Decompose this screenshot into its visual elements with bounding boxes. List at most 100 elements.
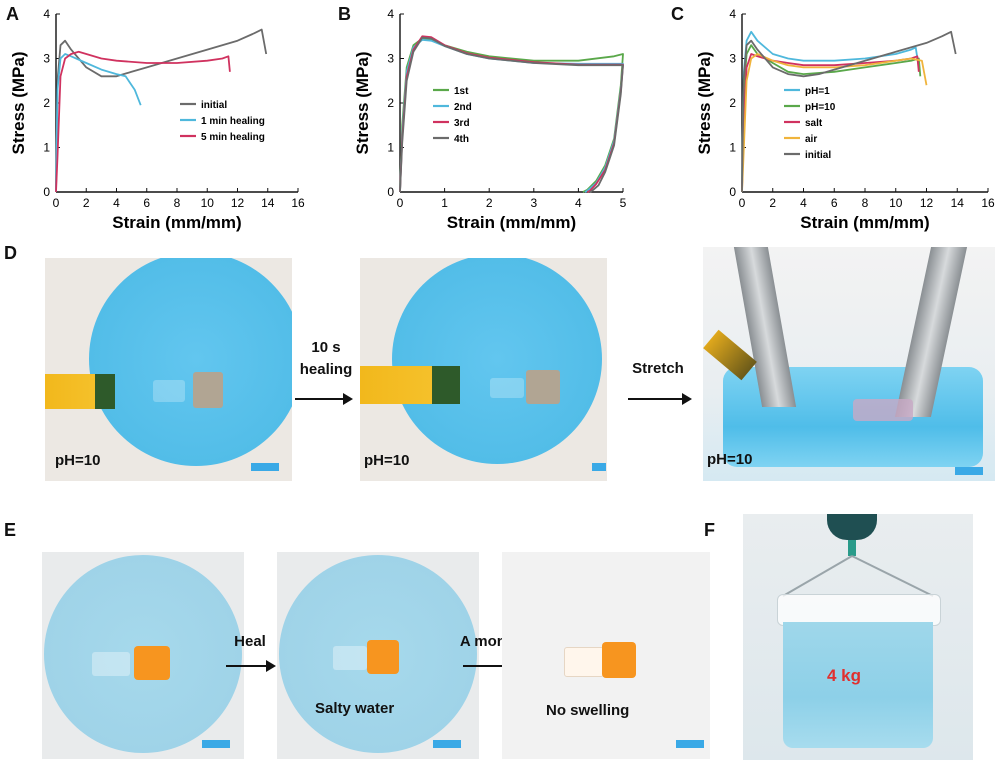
stretched-hydrogel xyxy=(853,399,913,421)
arrow-label-stretch: Stretch xyxy=(632,360,684,377)
x-tick-label: 8 xyxy=(174,196,181,210)
series-line-2nd xyxy=(399,38,624,193)
series-line-4th xyxy=(399,36,624,193)
series-line-initial xyxy=(55,28,268,193)
photo-e3: No swelling xyxy=(502,552,710,759)
scale-bar xyxy=(202,740,230,748)
x-axis-label: Strain (mm/mm) xyxy=(800,213,929,232)
arrow-right-icon xyxy=(628,393,692,405)
ph-strip-tip xyxy=(432,366,460,404)
y-tick-label: 0 xyxy=(387,185,394,199)
x-tick-label: 0 xyxy=(739,196,746,210)
x-tick-label: 5 xyxy=(620,196,627,210)
x-tick-label: 3 xyxy=(530,196,537,210)
x-tick-label: 2 xyxy=(83,196,90,210)
photo-d3: pH=10 xyxy=(703,247,995,481)
x-tick-label: 2 xyxy=(769,196,776,210)
y-axis-label: Stress (MPa) xyxy=(695,52,714,155)
y-tick-label: 3 xyxy=(387,52,394,66)
panel-letter-d: D xyxy=(4,243,17,263)
hydrogel-orange-piece xyxy=(367,640,399,674)
x-tick-label: 8 xyxy=(862,196,869,210)
hydrogel-clear-piece xyxy=(153,380,185,402)
photo-e3-caption: No swelling xyxy=(546,702,630,719)
scale-bar xyxy=(592,463,606,471)
scale-bar xyxy=(251,463,279,471)
x-tick-label: 14 xyxy=(951,196,965,210)
x-tick-label: 1 xyxy=(441,196,448,210)
arrow-label-heal: Heal xyxy=(234,633,266,650)
scale-bar xyxy=(955,467,983,475)
y-tick-label: 0 xyxy=(43,185,50,199)
panel-letter-c: C xyxy=(671,4,684,24)
y-tick-label: 0 xyxy=(729,185,736,199)
x-axis-label: Strain (mm/mm) xyxy=(447,213,576,232)
hydrogel-dyed-piece xyxy=(193,372,223,408)
series-line-5-min-healing xyxy=(55,50,231,193)
petri-dish xyxy=(89,258,292,466)
series-line-1-min-healing xyxy=(55,53,142,193)
arrow-right-icon xyxy=(226,660,276,672)
petri-dish xyxy=(392,258,602,464)
y-tick-label: 1 xyxy=(43,141,50,155)
bucket-handle xyxy=(782,555,934,597)
legend-label: pH=1 xyxy=(805,86,830,97)
hydrogel-dyed-piece xyxy=(526,370,560,404)
photo-d1-caption: pH=10 xyxy=(55,452,101,469)
legend-label: pH=10 xyxy=(805,102,836,113)
series-line-salt xyxy=(741,53,920,193)
y-tick-label: 3 xyxy=(729,52,736,66)
scale-bar xyxy=(676,740,704,748)
photo-f: 4 kg xyxy=(743,514,973,760)
series-line-air xyxy=(741,53,928,193)
x-tick-label: 4 xyxy=(800,196,807,210)
panel-letter-f: F xyxy=(704,520,715,540)
legend-label: 2nd xyxy=(454,102,472,113)
y-tick-label: 1 xyxy=(729,141,736,155)
legend-label: 3rd xyxy=(454,118,470,129)
x-tick-label: 4 xyxy=(113,196,120,210)
hanging-hook xyxy=(848,540,856,556)
x-tick-label: 10 xyxy=(889,196,903,210)
legend-label: 1st xyxy=(454,86,469,97)
bucket-water xyxy=(783,622,933,748)
legend-label: salt xyxy=(805,118,823,129)
chart-b-plot: 0 1 2 3 4 5 0 1 2 3 4 Strain (mm/mm) Stress (MPa) 1st… xyxy=(353,7,627,232)
y-tick-label: 4 xyxy=(43,7,50,21)
x-tick-label: 0 xyxy=(53,196,60,210)
chart-b: 0 1 2 3 4 5 0 1 2 3 4 Strain (mm/mm) Stress (MPa) 1st… xyxy=(333,0,663,245)
hydrogel-orange-piece xyxy=(602,642,636,678)
x-tick-label: 2 xyxy=(486,196,493,210)
x-tick-label: 12 xyxy=(920,196,934,210)
y-axis-label: Stress (MPa) xyxy=(9,52,28,155)
hydrogel-orange-piece xyxy=(134,646,170,680)
photo-e1 xyxy=(42,552,244,759)
photo-e2: Salty water xyxy=(277,552,479,759)
legend-label: initial xyxy=(201,100,227,111)
y-tick-label: 1 xyxy=(387,141,394,155)
y-tick-label: 2 xyxy=(43,96,50,110)
x-tick-label: 6 xyxy=(143,196,150,210)
weight-label: 4 kg xyxy=(827,666,862,685)
hanging-clamp xyxy=(827,514,877,540)
y-tick-label: 4 xyxy=(729,7,736,21)
x-tick-label: 6 xyxy=(831,196,838,210)
series-line-ph-10 xyxy=(741,44,922,193)
photo-d2-caption: pH=10 xyxy=(364,452,410,469)
y-tick-label: 3 xyxy=(43,52,50,66)
scale-bar xyxy=(433,740,461,748)
arrow-label-healing: 10 s healing xyxy=(299,339,353,378)
ph-strip-tip xyxy=(95,374,115,409)
hydrogel-clear-piece xyxy=(92,652,130,676)
legend-label: 4th xyxy=(454,134,469,145)
x-axis-label: Strain (mm/mm) xyxy=(112,213,241,232)
y-tick-label: 4 xyxy=(387,7,394,21)
photo-d1: pH=10 xyxy=(45,258,292,481)
chart-a: 0 2 4 6 8 10 12 14 16 0 1 2 3 4 Strain (mm/mm) Stress (… xyxy=(0,0,330,245)
y-axis-label: Stress (MPa) xyxy=(353,52,372,155)
hydrogel-clear-piece xyxy=(333,646,367,670)
panel-letter-a: A xyxy=(6,4,19,24)
arrow-right-icon xyxy=(295,393,353,405)
